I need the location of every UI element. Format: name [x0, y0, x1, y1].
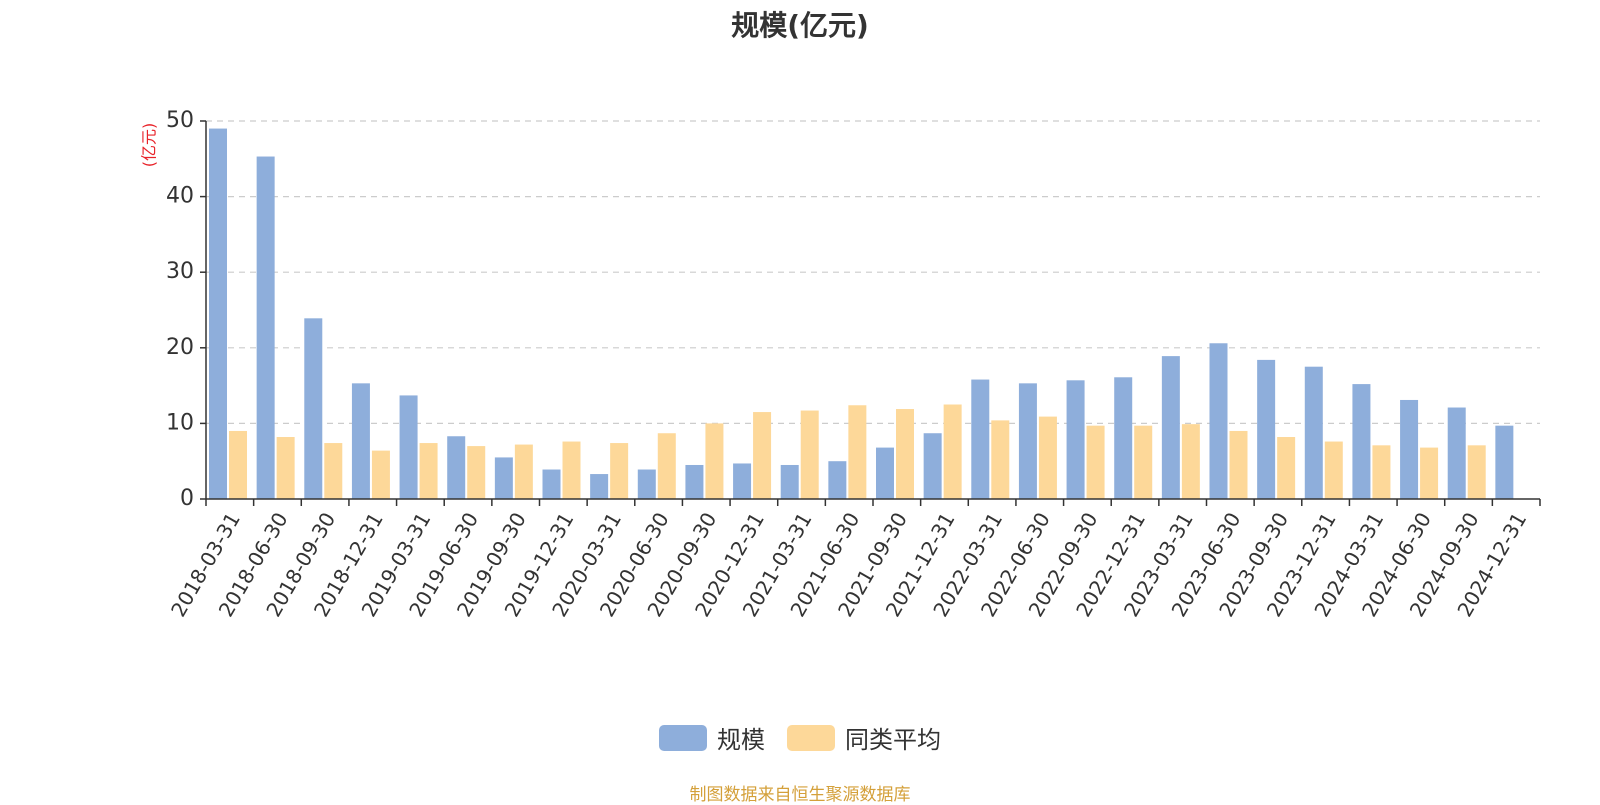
bar-scale[interactable]: [971, 379, 990, 499]
bar-peer-average[interactable]: [1277, 437, 1296, 499]
bar-scale[interactable]: [923, 433, 942, 499]
bar-scale[interactable]: [1161, 356, 1180, 499]
chart-title: 规模(亿元): [731, 9, 869, 42]
bar-peer-average[interactable]: [1467, 445, 1486, 499]
tick-labels: 010203040502018-03-312018-06-302018-09-3…: [166, 108, 1531, 621]
legend-label-peer-average: 同类平均: [845, 726, 941, 754]
y-tick-label: 50: [166, 108, 194, 133]
bar-scale[interactable]: [209, 128, 227, 499]
bar-scale[interactable]: [828, 461, 847, 499]
grid-lines: [206, 120, 1540, 424]
bar-peer-average[interactable]: [1324, 441, 1343, 499]
y-tick-label: 30: [166, 259, 194, 284]
bar-peer-average[interactable]: [753, 412, 772, 499]
bar-peer-average[interactable]: [705, 423, 724, 499]
bar-peer-average[interactable]: [276, 437, 295, 499]
source-note: 制图数据来自恒生聚源数据库: [689, 785, 911, 805]
bar-scale[interactable]: [1114, 377, 1133, 499]
bar-scale[interactable]: [447, 436, 466, 499]
bar-peer-average[interactable]: [991, 420, 1010, 499]
bar-scale[interactable]: [1304, 366, 1323, 499]
bar-scale[interactable]: [685, 464, 704, 499]
bar-chart: 010203040502018-03-312018-06-302018-09-3…: [140, 108, 1541, 621]
bar-scale[interactable]: [304, 318, 323, 499]
legend-item-peer-average[interactable]: 同类平均: [787, 720, 941, 755]
legend-label-scale: 规模: [717, 726, 765, 754]
bar-scale[interactable]: [1352, 384, 1371, 499]
bar-peer-average[interactable]: [562, 441, 581, 499]
legend-swatch-scale: [659, 724, 707, 751]
bar-scale[interactable]: [780, 464, 799, 499]
y-tick-label: 40: [166, 184, 194, 209]
legend-item-scale[interactable]: 规模: [659, 720, 765, 755]
y-tick-label: 10: [166, 410, 194, 435]
bar-peer-average[interactable]: [324, 443, 343, 499]
bar-peer-average[interactable]: [1038, 416, 1057, 499]
bar-scale[interactable]: [1495, 425, 1514, 499]
y-tick-label: 0: [180, 486, 194, 511]
legend-swatch-peer-average: [787, 724, 835, 751]
bar-scale[interactable]: [1066, 380, 1085, 499]
bar-peer-average[interactable]: [1372, 445, 1391, 499]
bar-peer-average[interactable]: [610, 443, 629, 499]
bar-scale[interactable]: [1400, 399, 1419, 499]
bar-scale[interactable]: [590, 474, 609, 499]
bar-peer-average[interactable]: [1229, 430, 1248, 499]
bar-scale[interactable]: [256, 156, 275, 500]
bar-scale[interactable]: [494, 457, 513, 499]
bar-peer-average[interactable]: [467, 446, 486, 499]
bar-scale[interactable]: [1209, 343, 1228, 499]
bar-scale[interactable]: [637, 469, 656, 499]
bar-scale[interactable]: [733, 463, 752, 499]
bar-peer-average[interactable]: [848, 405, 867, 499]
bar-scale[interactable]: [399, 395, 418, 499]
axes: [200, 120, 1541, 506]
bar-peer-average[interactable]: [943, 404, 962, 500]
bar-peer-average[interactable]: [896, 409, 914, 499]
bar-scale[interactable]: [351, 383, 370, 499]
bars: [209, 128, 1514, 500]
bar-peer-average[interactable]: [371, 450, 390, 499]
bar-peer-average[interactable]: [657, 433, 676, 499]
bar-peer-average[interactable]: [419, 443, 438, 499]
bar-scale[interactable]: [542, 469, 561, 499]
bar-peer-average[interactable]: [514, 444, 533, 499]
bar-scale[interactable]: [1447, 407, 1466, 499]
legend: 规模 同类平均: [0, 720, 1600, 755]
bar-peer-average[interactable]: [800, 410, 819, 499]
bar-peer-average[interactable]: [1420, 447, 1439, 499]
bar-peer-average[interactable]: [1134, 425, 1153, 499]
bar-scale[interactable]: [1018, 383, 1037, 499]
y-axis-title: (亿元): [140, 123, 159, 168]
bar-scale[interactable]: [876, 447, 894, 499]
bar-scale[interactable]: [1257, 359, 1276, 499]
bar-peer-average[interactable]: [229, 430, 247, 499]
bar-peer-average[interactable]: [1086, 425, 1105, 499]
bar-peer-average[interactable]: [1181, 424, 1200, 499]
y-tick-label: 20: [166, 335, 194, 360]
